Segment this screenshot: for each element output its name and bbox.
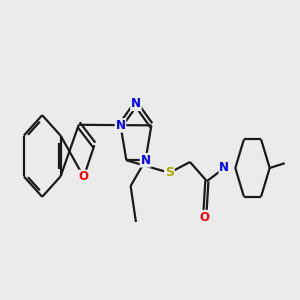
Text: O: O — [79, 170, 89, 184]
Text: S: S — [165, 166, 174, 179]
Text: N: N — [116, 119, 125, 132]
Text: N: N — [219, 161, 230, 175]
Text: O: O — [200, 211, 210, 224]
Text: N: N — [131, 97, 141, 110]
Text: N: N — [140, 154, 151, 167]
